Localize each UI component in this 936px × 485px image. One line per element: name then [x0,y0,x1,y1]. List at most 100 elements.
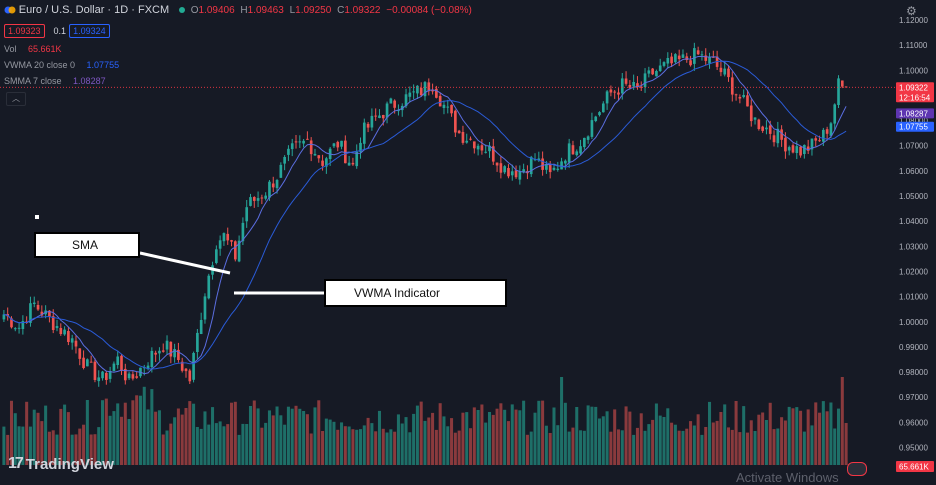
candle [704,55,708,61]
candle [404,94,408,107]
candle [488,145,491,152]
candle [727,68,730,78]
volume-bar [503,409,507,465]
candle [393,100,396,108]
candle [476,145,480,150]
candle [806,146,810,151]
candle [693,48,696,64]
candle [784,137,787,152]
volume-bar [450,418,454,465]
candle [196,332,199,352]
candle [480,145,484,151]
tradingview-logo[interactable]: 17 TradingView [8,455,114,473]
collapse-legend-button[interactable]: ︿ [6,92,26,106]
candle [435,88,438,98]
candle [491,146,495,162]
candle [325,158,328,167]
volume-bar [377,410,381,465]
volume-bar [362,425,366,465]
volume-bar [127,419,131,465]
volume-bar [742,406,746,465]
candle [51,316,55,330]
volume-bar [226,424,230,465]
volume-bar [472,407,476,465]
volume-bar [563,402,567,465]
us-flag-icon[interactable] [847,462,867,476]
volume-label: Vol [4,44,17,54]
volume-bar [415,405,419,465]
y-tick-label: 1.08000 [899,117,928,126]
volume-bar [165,430,169,465]
volume-bar [188,401,192,465]
volume-bar [491,414,495,465]
volume-bar [419,401,423,465]
candle [518,171,522,180]
candle [825,129,829,134]
tradingview-logo-text: TradingView [25,455,114,473]
volume-legend[interactable]: Vol 65.661K [4,44,65,54]
close-key: C [337,5,345,16]
volume-bar [195,427,199,465]
candle [822,129,825,142]
candle [795,146,799,153]
volume-bar [63,404,67,465]
volume-bar [214,423,218,465]
candle [636,83,639,88]
volume-bar [476,410,480,465]
volume-bar [783,420,787,465]
volume-bar [408,432,412,465]
vwma-legend[interactable]: VWMA 20 close 0 1.07755 [4,60,122,70]
volume-bar [708,401,712,465]
candle [670,56,673,64]
smma-label: SMMA 7 close [4,76,62,86]
volume-bar [51,430,55,465]
last-price-label: 1.09322 [899,83,928,92]
volume-bar [393,431,397,465]
volume-bar [723,404,727,465]
vwma-annotation-label: VWMA Indicator [354,286,441,300]
candle [123,368,127,381]
candle [177,349,180,360]
vwma-label: VWMA 20 close 0 [4,60,76,70]
candle [173,349,176,358]
candle [74,340,78,347]
candle [803,144,806,154]
candle [93,361,97,380]
candle [583,137,586,148]
candle [624,78,628,84]
volume-bar [514,409,518,465]
vwma-annotation: VWMA Indicator [324,279,507,307]
candle [279,164,283,178]
smma-legend[interactable]: SMMA 7 close 1.08287 [4,76,109,86]
y-tick-label: 1.07000 [899,142,928,151]
volume-bar [370,423,374,465]
volume-bar [40,421,44,465]
volume-bar [776,428,780,465]
volume-bar [59,408,63,465]
volume-bar [32,409,36,465]
y-tick-label: 1.04000 [899,217,928,226]
candle [696,50,700,55]
volume-bar [157,410,161,465]
buy-button[interactable]: 1.09324 [69,24,110,38]
volume-bar [347,426,351,465]
gear-icon[interactable]: ⚙ [906,4,917,18]
candle [336,141,340,148]
symbol-title[interactable]: Euro / U.S. Dollar · 1D · FXCM [18,4,170,16]
sell-button[interactable]: 1.09323 [4,24,45,38]
volume-bar [271,415,275,465]
volume-bar [161,434,165,465]
volume-bar [692,425,696,465]
volume-bar [290,408,294,465]
volume-bar [404,417,408,465]
volume-bar [806,409,810,465]
volume-bar [199,428,203,465]
candle [484,151,488,153]
candle [146,365,150,370]
volume-bar [613,409,617,465]
candle [454,110,457,133]
candle [252,197,256,201]
candle [689,60,692,66]
candle [495,162,499,166]
